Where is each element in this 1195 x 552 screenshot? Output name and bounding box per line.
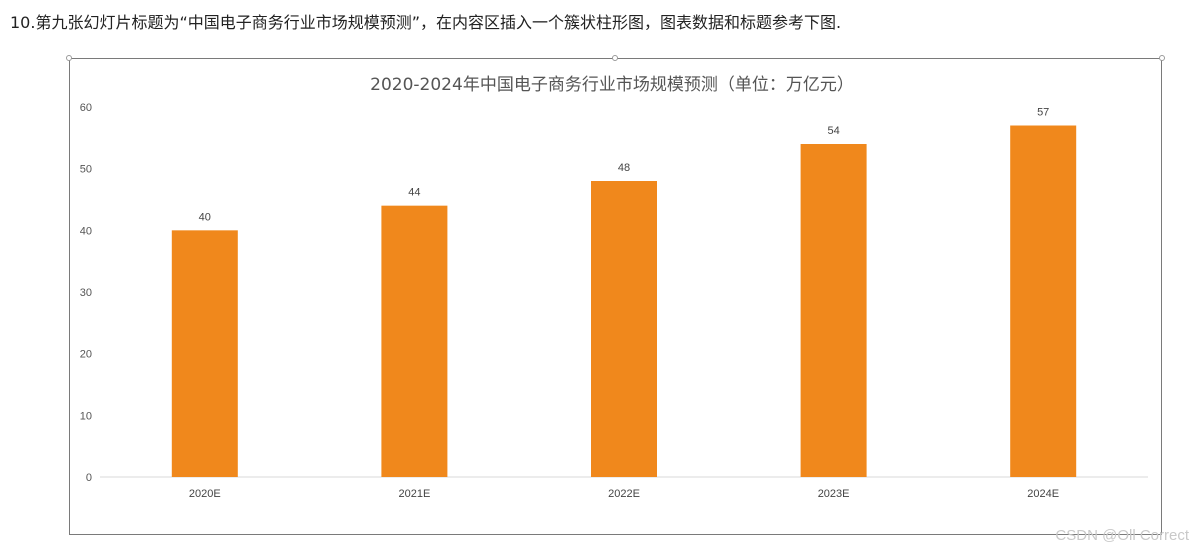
resize-handle-top[interactable] <box>612 55 618 61</box>
watermark-text: CSDN @Oll Correct <box>1055 527 1189 544</box>
y-tick-label: 40 <box>80 225 92 237</box>
instruction-text: 10.第九张幻灯片标题为“中国电子商务行业市场规模预测”，在内容区插入一个簇状柱… <box>10 13 842 32</box>
data-label: 54 <box>827 125 839 137</box>
x-tick-label: 2022E <box>608 488 640 500</box>
chart-title: 2020-2024年中国电子商务行业市场规模预测（单位：万亿元） <box>370 75 854 95</box>
data-label: 57 <box>1037 107 1049 119</box>
x-tick-label: 2020E <box>189 488 221 500</box>
y-tick-label: 0 <box>86 472 92 484</box>
y-tick-label: 20 <box>80 349 92 361</box>
bar-2022E <box>591 181 657 477</box>
resize-handle-top-left[interactable] <box>66 55 72 61</box>
data-label: 44 <box>408 187 420 199</box>
x-tick-label: 2021E <box>398 488 430 500</box>
y-tick-label: 10 <box>80 410 92 422</box>
bar-2024E <box>1010 125 1077 477</box>
data-label: 40 <box>199 211 211 223</box>
data-label: 48 <box>618 162 630 174</box>
bar-2021E <box>381 205 448 477</box>
y-tick-label: 60 <box>80 102 92 114</box>
resize-handle-top-right[interactable] <box>1159 55 1165 61</box>
x-tick-label: 2024E <box>1027 488 1059 500</box>
bar-2020E <box>171 230 238 477</box>
x-tick-label: 2023E <box>818 488 850 500</box>
y-tick-label: 30 <box>80 287 92 299</box>
y-tick-label: 50 <box>80 164 92 176</box>
bar-2023E <box>800 144 867 477</box>
